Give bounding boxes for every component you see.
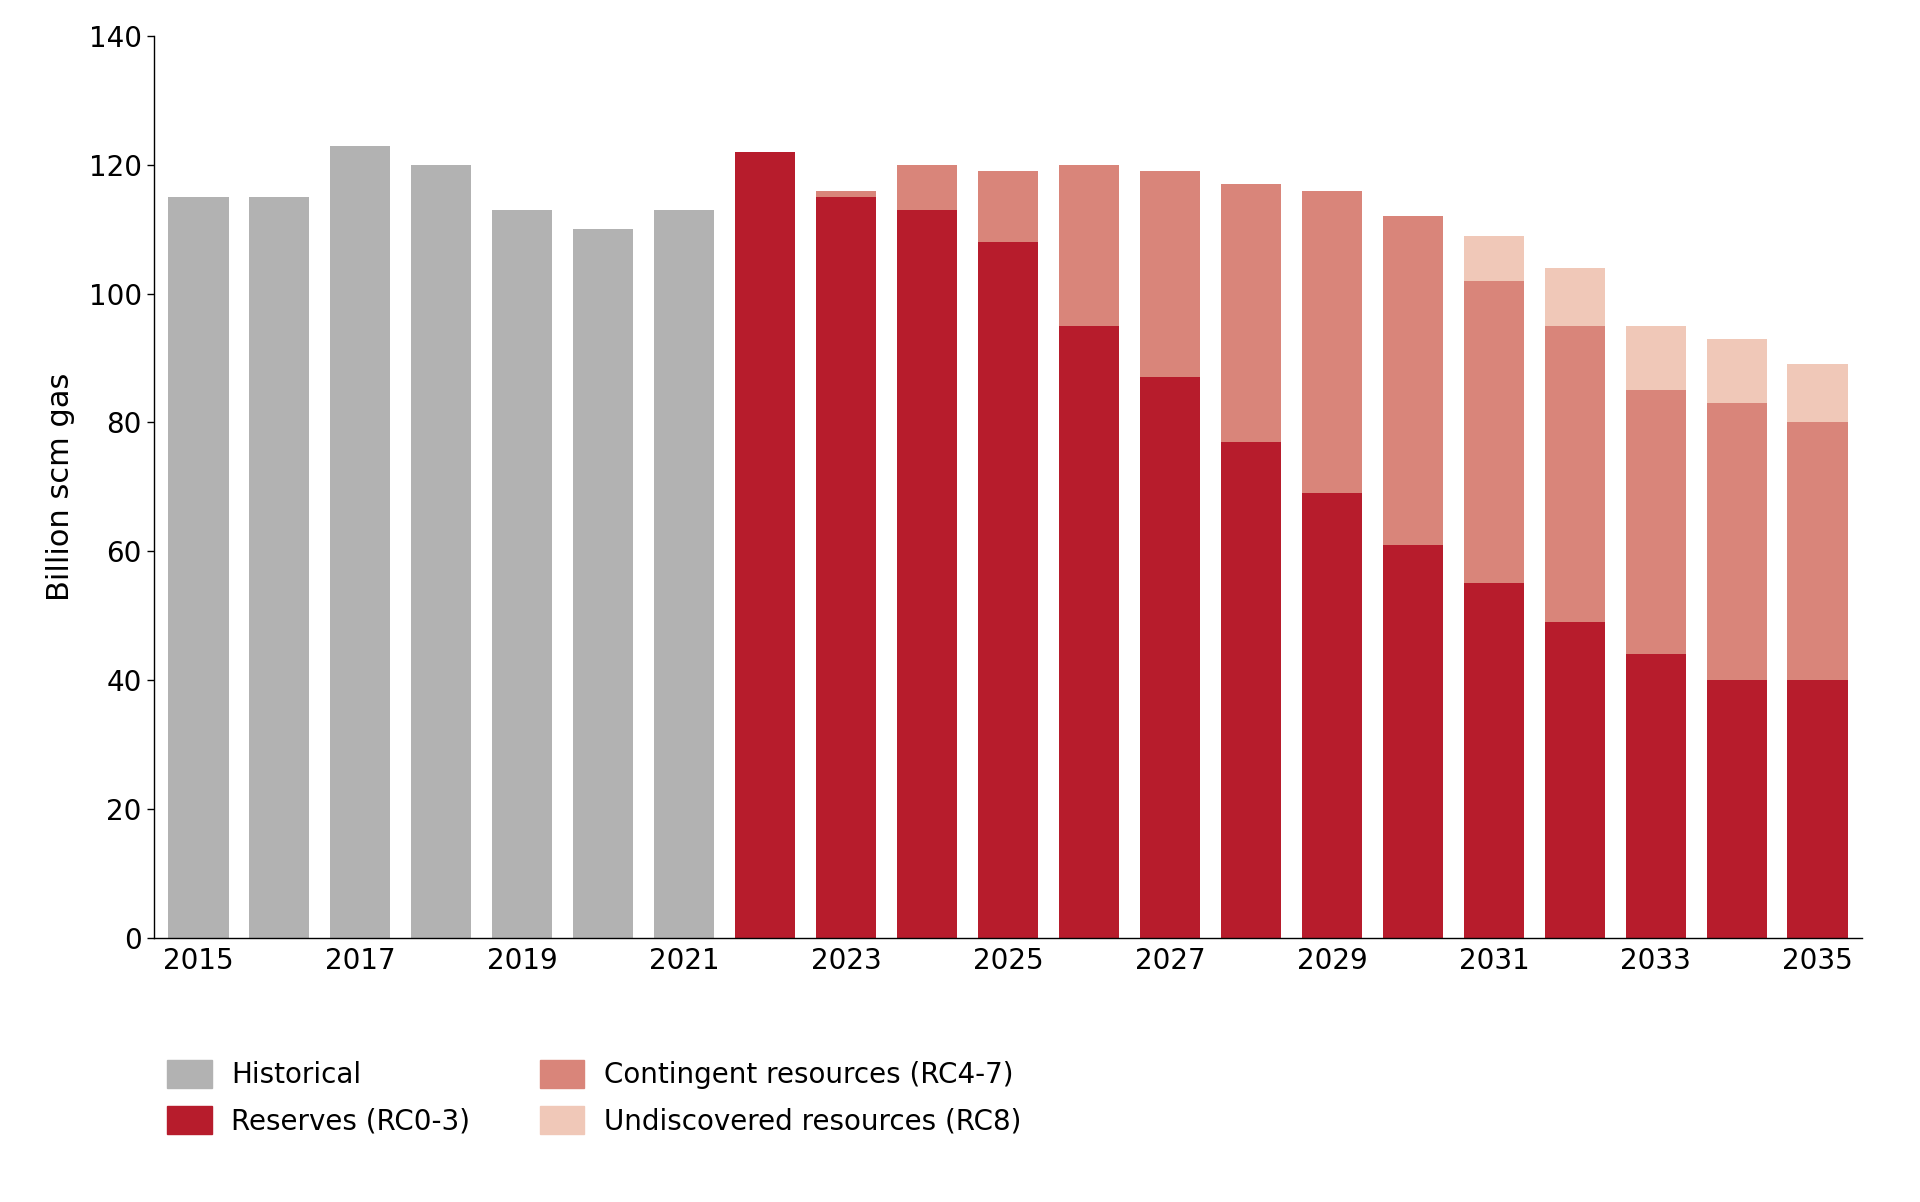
Bar [572,230,634,938]
Bar [1382,545,1444,938]
Bar [1382,216,1444,545]
Bar [1544,268,1605,326]
Bar [330,145,390,938]
Bar [816,197,876,938]
Bar [1788,680,1849,938]
Bar [653,210,714,938]
Bar [735,151,795,938]
Bar [1463,236,1524,281]
Bar [897,165,958,210]
Bar [897,210,958,938]
Bar [1140,377,1200,938]
Bar [492,210,553,938]
Bar [816,191,876,197]
Bar [1058,326,1119,938]
Bar [1544,623,1605,938]
Bar [977,172,1039,242]
Bar [1221,184,1281,442]
Bar [1626,326,1686,391]
Bar [167,197,228,938]
Bar [1463,583,1524,938]
Bar [1788,364,1849,422]
Bar [1058,165,1119,326]
Bar [1626,654,1686,938]
Bar [1544,326,1605,623]
Bar [411,165,472,938]
Bar [1140,172,1200,377]
Legend: Historical, Reserves (RC0-3), Contingent resources (RC4-7), Undiscovered resourc: Historical, Reserves (RC0-3), Contingent… [167,1060,1021,1136]
Bar [1788,422,1849,680]
Bar [1707,403,1766,680]
Bar [1302,493,1363,938]
Bar [1626,391,1686,654]
Y-axis label: Billion scm gas: Billion scm gas [46,373,75,601]
Bar [1707,339,1766,403]
Bar [1707,680,1766,938]
Bar [250,197,309,938]
Bar [1221,442,1281,938]
Bar [1463,281,1524,583]
Bar [1302,191,1363,493]
Bar [977,242,1039,938]
